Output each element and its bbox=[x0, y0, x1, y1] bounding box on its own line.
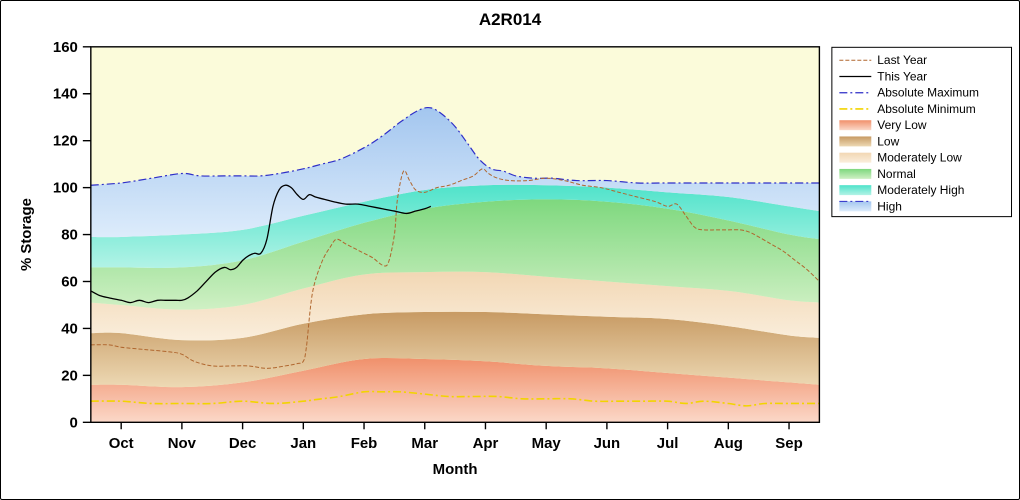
legend-band-swatch bbox=[839, 120, 872, 131]
legend-label: Low bbox=[877, 134, 899, 148]
x-tick-label: Aug bbox=[714, 435, 743, 452]
x-tick-label: Feb bbox=[351, 435, 378, 452]
legend-label: Absolute Minimum bbox=[877, 102, 975, 116]
legend: Last Year This Year Absolute Maximum Absolu… bbox=[831, 46, 1013, 218]
legend-item-low: Low bbox=[839, 134, 900, 148]
x-tick-label: Oct bbox=[109, 435, 134, 452]
y-tick-label: 0 bbox=[70, 414, 78, 431]
band-very-low bbox=[90, 357, 820, 423]
legend-label: Normal bbox=[877, 167, 916, 181]
x-tick-label: Dec bbox=[229, 435, 256, 452]
legend-label: Moderately Low bbox=[877, 151, 962, 165]
bands bbox=[90, 107, 820, 423]
legend-item-moderately-low: Moderately Low bbox=[839, 151, 962, 165]
y-tick-label: 120 bbox=[53, 133, 78, 150]
legend-item-this-year: This Year bbox=[839, 69, 927, 83]
x-tick-label: Apr bbox=[473, 435, 499, 452]
y-tick-label: 80 bbox=[61, 227, 78, 244]
series-absolute-maximum bbox=[90, 106, 820, 186]
x-tick-label: Jul bbox=[657, 435, 679, 452]
legend-band-swatch bbox=[839, 185, 872, 196]
legend-item-high: High bbox=[839, 199, 902, 213]
x-tick-label: May bbox=[532, 435, 562, 452]
legend-label: This Year bbox=[877, 69, 927, 83]
legend-label: Absolute Maximum bbox=[877, 86, 979, 100]
band-low bbox=[90, 311, 820, 388]
y-tick-label: 100 bbox=[53, 180, 78, 197]
x-tick-label: Mar bbox=[411, 435, 438, 452]
x-tick-label: Jan bbox=[290, 435, 316, 452]
legend-label: Very Low bbox=[877, 118, 927, 132]
legend-item-last-year: Last Year bbox=[839, 53, 927, 67]
y-tick-label: 160 bbox=[53, 39, 78, 56]
legend-item-absolute-maximum: Absolute Maximum bbox=[839, 86, 979, 100]
legend-item-moderately-high: Moderately High bbox=[839, 183, 964, 197]
band-normal bbox=[90, 199, 820, 310]
y-axis-label: % Storage bbox=[18, 198, 35, 271]
x-axis-label: Month bbox=[433, 461, 478, 478]
legend-item-normal: Normal bbox=[839, 167, 916, 181]
series-this-year bbox=[90, 184, 432, 304]
legend-label: Last Year bbox=[877, 53, 927, 67]
legend-item-absolute-minimum: Absolute Minimum bbox=[839, 102, 976, 116]
legend-label: High bbox=[877, 199, 902, 213]
band-moderately-low bbox=[90, 271, 820, 341]
legend-label: Moderately High bbox=[877, 183, 964, 197]
chart-title: A2R014 bbox=[478, 10, 542, 29]
legend-band-swatch bbox=[839, 152, 872, 163]
legend-band-swatch bbox=[839, 201, 872, 212]
legend-band-swatch bbox=[839, 168, 872, 179]
x-tick-label: Jun bbox=[594, 435, 621, 452]
x-tick-label: Nov bbox=[168, 435, 197, 452]
legend-item-very-low: Very Low bbox=[839, 118, 927, 132]
legend-band-swatch bbox=[839, 136, 872, 147]
series-absolute-minimum bbox=[90, 390, 820, 407]
y-tick-label: 140 bbox=[53, 86, 78, 103]
band-moderately-high bbox=[90, 184, 820, 268]
y-tick-label: 40 bbox=[61, 320, 78, 337]
series-last-year bbox=[90, 168, 820, 369]
x-tick-label: Sep bbox=[775, 435, 802, 452]
y-tick-label: 20 bbox=[61, 367, 78, 384]
y-tick-label: 60 bbox=[61, 273, 78, 290]
